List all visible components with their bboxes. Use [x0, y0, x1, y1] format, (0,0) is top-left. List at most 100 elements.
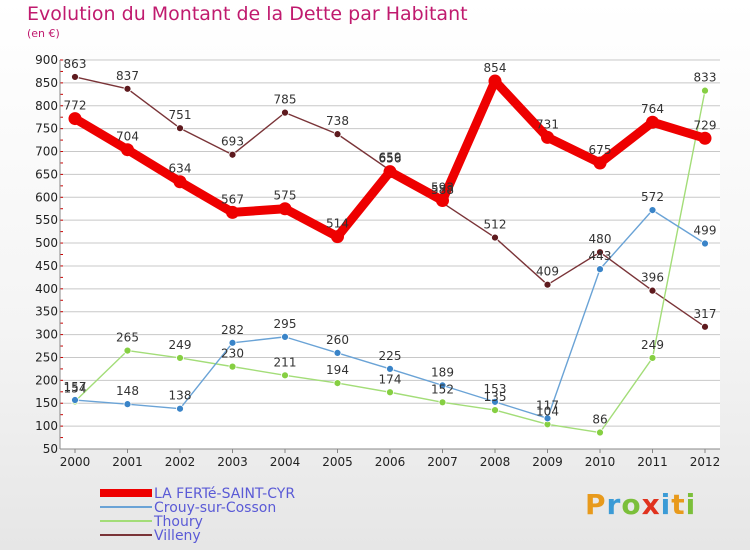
x-tick-label: 2011: [637, 455, 668, 469]
legend-entry: Crouy-sur-Cosson: [154, 500, 276, 516]
x-tick-label: 2001: [112, 455, 143, 469]
data-label: 211: [274, 355, 297, 369]
data-label: 693: [221, 135, 244, 149]
y-tick-label: 700: [35, 145, 58, 159]
y-tick-label: 900: [35, 53, 58, 67]
y-tick-label: 400: [35, 282, 58, 296]
data-point: [648, 206, 657, 215]
data-label: 785: [274, 93, 297, 107]
data-label: 282: [221, 323, 244, 337]
x-tick-label: 2008: [480, 455, 511, 469]
data-point: [281, 332, 289, 341]
data-point: [438, 381, 447, 390]
y-tick-label: 450: [35, 259, 58, 273]
data-label: 396: [641, 271, 664, 285]
x-tick-label: 2000: [60, 455, 91, 469]
x-tick-label: 2003: [217, 455, 248, 469]
y-tick-label: 850: [35, 76, 58, 90]
x-tick-label: 2007: [427, 455, 458, 469]
y-tick-label: 50: [43, 442, 58, 456]
data-point: [226, 205, 239, 219]
data-label: 659: [379, 150, 402, 164]
y-tick-label: 300: [35, 328, 58, 342]
data-label: 772: [64, 99, 87, 113]
data-label: 634: [169, 162, 192, 176]
data-label: 249: [641, 338, 664, 352]
data-label: 512: [484, 218, 507, 232]
y-tick-label: 800: [35, 99, 58, 113]
x-tick-label: 2002: [165, 455, 196, 469]
data-point: [176, 404, 184, 413]
data-point: [491, 233, 499, 242]
data-label: 704: [116, 130, 139, 144]
data-point: [646, 115, 659, 129]
data-label: 86: [592, 413, 607, 427]
data-label: 157: [64, 380, 87, 394]
y-tick-label: 650: [35, 167, 58, 181]
data-point: [701, 322, 709, 331]
data-point: [228, 362, 237, 371]
y-tick-label: 100: [35, 419, 58, 433]
data-point: [648, 286, 657, 295]
data-point: [123, 84, 132, 93]
chart-title: Evolution du Montant de la Dette par Hab…: [27, 3, 468, 25]
data-label: 194: [326, 363, 349, 377]
data-point: [176, 124, 184, 133]
data-label: 567: [221, 192, 244, 206]
data-point: [176, 354, 184, 362]
y-tick-label: 250: [35, 350, 58, 364]
data-point: [386, 365, 394, 373]
data-point: [281, 108, 289, 117]
data-label: 260: [326, 333, 349, 347]
data-label: 265: [116, 331, 139, 345]
data-point: [173, 175, 187, 189]
data-point: [438, 398, 447, 407]
data-point: [281, 371, 289, 380]
x-tick-label: 2010: [585, 455, 616, 469]
data-point: [491, 406, 499, 415]
data-point: [333, 379, 342, 387]
data-point: [71, 73, 79, 81]
data-label: 751: [169, 108, 192, 122]
data-label: 154: [64, 381, 87, 395]
data-point: [278, 202, 292, 216]
data-point: [488, 74, 502, 88]
data-label: 738: [326, 114, 349, 128]
y-tick-label: 600: [35, 190, 58, 204]
data-point: [543, 280, 552, 289]
data-point: [596, 248, 604, 257]
data-label: 675: [589, 143, 612, 157]
data-point: [383, 165, 397, 179]
x-tick-label: 2006: [375, 455, 406, 469]
data-point: [121, 143, 134, 157]
data-label: 572: [641, 190, 664, 204]
data-point: [123, 346, 132, 355]
data-label: 731: [536, 117, 559, 131]
y-tick-label: 500: [35, 236, 58, 250]
data-point: [648, 354, 657, 362]
data-point: [228, 150, 237, 159]
x-tick-label: 2009: [532, 455, 563, 469]
data-label: 104: [536, 404, 559, 418]
y-tick-label: 200: [35, 373, 58, 387]
data-point: [701, 86, 709, 95]
proxiti-logo: Proxiti: [585, 488, 697, 521]
data-label: 588: [431, 183, 454, 197]
data-point: [436, 193, 449, 207]
data-label: 117: [536, 398, 559, 412]
x-tick-label: 2005: [322, 455, 353, 469]
legend-entry: Villeny: [154, 528, 201, 544]
data-label: 833: [694, 71, 717, 85]
data-label: 656: [379, 152, 402, 166]
data-label: 295: [274, 317, 297, 331]
data-label: 480: [589, 232, 612, 246]
data-point: [333, 130, 342, 139]
data-label: 499: [694, 224, 717, 238]
data-point: [228, 338, 237, 347]
data-label: 593: [431, 180, 454, 194]
data-label: 409: [536, 265, 559, 279]
data-label: 135: [484, 390, 507, 404]
data-label: 854: [484, 61, 507, 75]
y-tick-label: 550: [35, 213, 58, 227]
